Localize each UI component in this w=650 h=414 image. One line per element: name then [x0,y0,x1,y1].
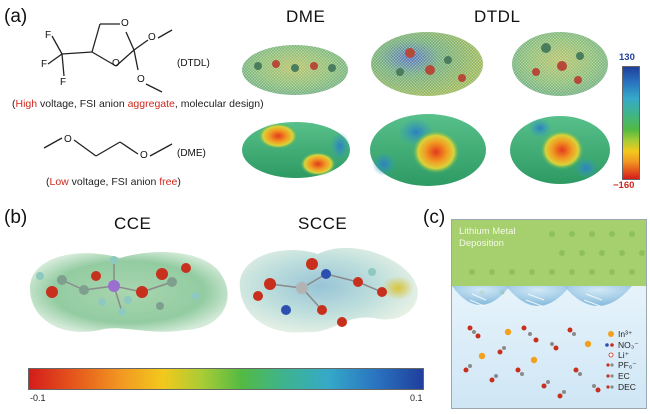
scce-title: SCCE [298,214,348,233]
scale-b-bar [28,368,424,390]
dme-solid-surface [242,122,350,178]
panel-c-title-line2: Deposition [459,238,504,249]
scale-a-min: −160 [613,180,635,191]
dme-mesh-surface [242,45,348,95]
dtdl-atom-o4: O [137,74,145,85]
sei-domes [452,286,632,307]
legend-nitrate: NO₃⁻ [618,340,639,350]
dme-atom-o2: O [140,150,148,161]
dme-tag: (DME) [177,148,206,159]
dme-caption-end: ) [177,176,181,188]
dtdl-solid-surface-1 [370,114,486,186]
cce-title: CCE [114,214,152,233]
dtdl-caption-end: , molecular design) [174,98,264,110]
legend-pf6: PF₆⁻ [618,360,637,370]
scce-surface [239,247,418,333]
dtdl-caption-open: ( [12,98,16,110]
dtdl-structure [47,23,173,93]
legend-symbols [605,331,614,389]
panel-a-label: (a) [4,6,28,27]
electrolyte-molecules [463,325,601,399]
scale-a-bar [622,66,640,180]
panel-c-label: (c) [423,207,446,228]
dtdl-caption: (High voltage, FSI anion aggregate, mole… [12,98,264,110]
dtdl-caption-mid: voltage, FSI anion [37,98,128,110]
legend-dec: DEC [618,382,636,392]
deposition-scene [452,220,646,399]
dtdl-atom-f3: F [60,77,67,88]
scale-a-max: 130 [619,52,635,63]
panel-b-label: (b) [4,207,28,228]
cce-surface [30,252,228,332]
dtdl-caption-aggregate: aggregate [127,98,175,110]
legend-ec: EC [618,371,630,381]
dtdl-atom-o1: O [121,18,129,29]
legend-indium: In³⁺ [618,329,633,339]
lithium-layer [452,220,646,286]
dme-caption-low: Low [49,176,69,188]
dtdl-solid-surface-2 [510,116,610,184]
cce-scce-surfaces [30,247,418,333]
scale-b-min: -0.1 [30,393,46,403]
dtdl-mesh-surface-2 [512,32,608,96]
legend-lithium-ion: Li⁺ [618,350,630,360]
dme-caption: (Low voltage, FSI anion free) [46,176,181,188]
panel-c-title-line1: Lithium Metal [459,226,516,237]
panel-c-title: Lithium Metal Deposition [459,226,516,250]
dme-caption-free: free [159,176,178,188]
scale-b-max: 0.1 [410,393,423,403]
dme-atom-o1: O [64,134,72,145]
dtdl-atom-f1: F [45,30,52,41]
dme-caption-mid: voltage, FSI anion [68,176,160,188]
dtdl-atom-f2: F [41,59,48,70]
dtdl-atom-o2: O [112,58,120,69]
esp-solid-row [242,114,610,186]
dtdl-caption-high: High [15,98,38,110]
esp-mesh-row [242,32,608,96]
dtdl-atom-o3: O [148,32,156,43]
dme-caption-open: ( [46,176,50,188]
dtdl-mesh-surface-1 [371,32,483,96]
dme-structure [43,137,173,157]
dme-title: DME [286,7,326,26]
dtdl-tag: (DTDL) [177,58,210,69]
dtdl-title: DTDL [474,7,521,26]
panel-c-frame: Lithium Metal Deposition In³⁺ NO₃⁻ Li⁺ P… [451,219,647,409]
